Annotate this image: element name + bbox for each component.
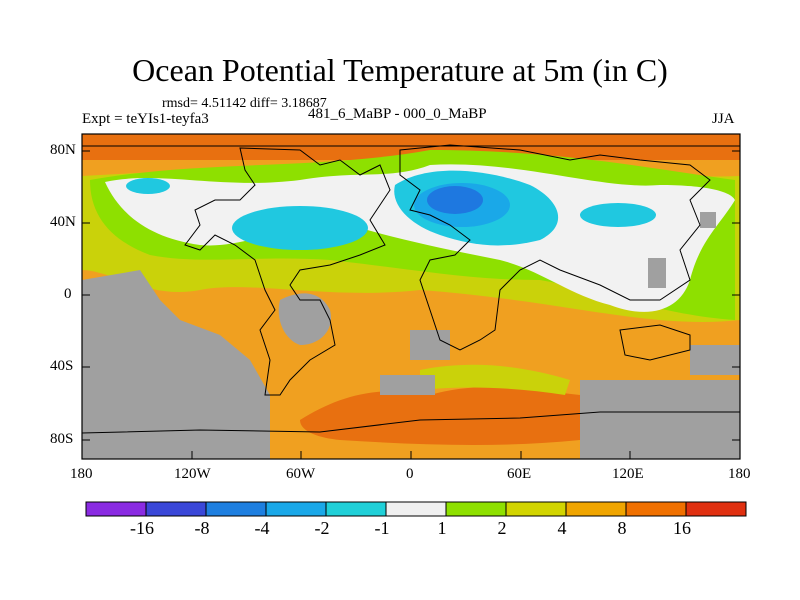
period-label: 481_6_MaBP - 000_0_MaBP	[308, 106, 487, 122]
americas-outline	[184, 147, 391, 396]
colorbar-swatch	[145, 501, 207, 517]
colorbar-label: -16	[130, 518, 154, 538]
rmsd-diff-stats: rmsd= 4.51142 diff= 3.18687	[162, 96, 327, 111]
land-south-atlantic	[380, 375, 435, 395]
eurasia-africa-outline	[399, 144, 711, 351]
lon-label-60w: 60W	[286, 466, 316, 482]
land-east-asia	[648, 258, 666, 288]
temperature-field	[82, 134, 740, 459]
colorbar-label: -1	[374, 518, 390, 538]
colorbar-label: -4	[254, 518, 270, 538]
colorbar-label: 16	[673, 518, 691, 538]
colorbar-swatch	[325, 501, 387, 517]
land-africa-south	[410, 330, 450, 360]
lon-label-120w: 120W	[174, 466, 211, 482]
continent-outlines	[82, 144, 740, 434]
cyan-patch-pacific	[232, 206, 368, 250]
lat-label-0: 0	[64, 286, 72, 302]
cyan-patch-west	[126, 178, 170, 194]
colorbar-swatch	[685, 501, 747, 517]
southern-dark-band	[300, 387, 580, 445]
lon-label-180w: 180	[70, 466, 93, 482]
lat-label-40s: 40S	[50, 358, 74, 374]
colorbar-label: 1	[437, 518, 447, 538]
southern-yellow-band	[420, 364, 570, 395]
colorbar-swatch	[445, 501, 507, 517]
lat-label-80n: 80N	[50, 142, 76, 158]
land-antarctic-east	[580, 380, 740, 459]
land-pacific-east	[700, 212, 716, 228]
australia-outline	[619, 324, 691, 361]
colorbar-swatch	[205, 501, 267, 517]
colorbar-swatch	[625, 501, 687, 517]
colorbar-label: -2	[314, 518, 330, 538]
cyan-patch-east	[580, 203, 656, 227]
lon-tick-marks	[81, 451, 741, 459]
colorbar-swatch	[85, 501, 147, 517]
land-pacific-south	[82, 270, 270, 459]
colorbar-swatch	[505, 501, 567, 517]
colorbar	[85, 501, 747, 517]
white-neutral-band	[105, 164, 735, 312]
lon-label-0: 0	[406, 466, 414, 482]
land-east-south	[690, 345, 740, 375]
lat-label-40n: 40N	[50, 214, 76, 230]
colorbar-label: -8	[194, 518, 210, 538]
season-label: JJA	[712, 111, 735, 127]
lon-label-60e: 60E	[507, 466, 532, 482]
deep-blue-patch	[427, 186, 483, 214]
antarctica-outline	[82, 411, 740, 434]
colorbar-label: 4	[557, 518, 567, 538]
colorbar-swatch	[385, 501, 447, 517]
lon-label-120e: 120E	[612, 466, 644, 482]
colorbar-swatch	[565, 501, 627, 517]
colorbar-swatch	[265, 501, 327, 517]
experiment-label: Expt = teYIs1-teyfa3	[82, 111, 209, 127]
colorbar-label: 8	[617, 518, 627, 538]
lon-label-180e: 180	[728, 466, 751, 482]
colorbar-label: 2	[497, 518, 507, 538]
lat-tick-marks	[82, 150, 740, 441]
map-title: Ocean Potential Temperature at 5m (in C)	[132, 52, 668, 88]
lat-label-80s: 80S	[50, 431, 74, 447]
land-south-america	[278, 293, 331, 345]
